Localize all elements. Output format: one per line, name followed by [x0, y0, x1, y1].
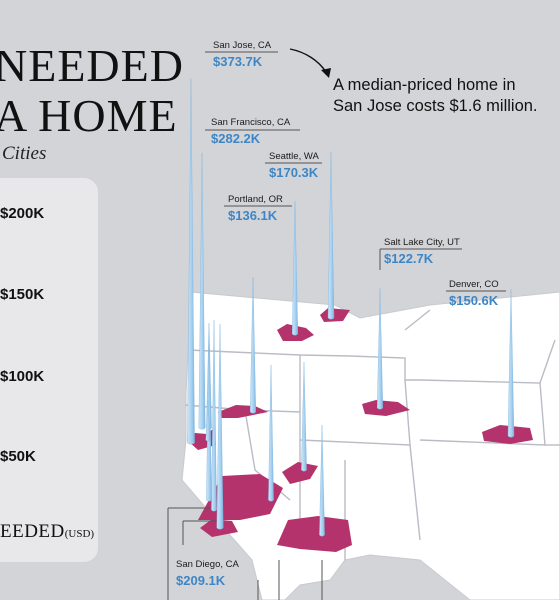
city-label-san-diego: San Diego, CA — [176, 559, 239, 570]
spike-phoenix — [319, 424, 325, 537]
legend-caption-text: EEDED — [0, 521, 65, 542]
city-value-denver: $150.6K — [449, 293, 499, 308]
spike-salt-lake-city — [376, 288, 384, 410]
spike-las-vegas — [301, 361, 307, 472]
legend-tick-50k: $50K — [0, 448, 36, 465]
annotation-text: A median-priced home in San Jose costs $… — [333, 75, 538, 117]
city-value-portland: $136.1K — [228, 208, 278, 223]
spike-san-jose — [187, 78, 195, 445]
title-line-2: A HOME — [0, 90, 178, 141]
city-label-san-francisco: San Francisco, CA — [211, 117, 291, 128]
leader-lines — [167, 51, 506, 600]
western-us-map — [181, 291, 560, 600]
city-value-san-jose: $373.7K — [213, 54, 263, 69]
city-label-salt-lake-city: Salt Lake City, UT — [384, 237, 460, 248]
legend-unit: (USD) — [64, 528, 95, 540]
spike-reno — [249, 276, 257, 414]
spike-stockton — [205, 399, 211, 442]
spike-san-francisco — [198, 152, 206, 430]
city-label-portland: Portland, OR — [228, 194, 283, 205]
title-line-1: NEEDED — [0, 40, 184, 91]
legend-panel — [0, 178, 98, 562]
city-value-san-diego: $209.1K — [176, 573, 226, 588]
spike-portland — [291, 201, 299, 336]
subtitle: Cities — [2, 143, 47, 164]
city-value-salt-lake-city: $122.7K — [384, 251, 434, 266]
annotation-line-2: San Jose costs $1.6 million. — [333, 97, 538, 115]
spike-san-diego — [216, 324, 224, 530]
city-label-denver: Denver, CO — [449, 279, 499, 290]
spike-riverside — [268, 364, 274, 502]
legend-tick-200k: $200K — [0, 205, 45, 222]
city-value-san-francisco: $282.2K — [211, 131, 261, 146]
spike-layer — [187, 78, 515, 537]
city-label-seattle: Seattle, WA — [269, 151, 319, 162]
annotation-arrowhead — [321, 68, 331, 78]
city-value-seattle: $170.3K — [269, 165, 319, 180]
spike-denver — [507, 289, 515, 438]
legend-tick-150k: $150K — [0, 286, 45, 303]
city-label-san-jose: San Jose, CA — [213, 40, 272, 51]
annotation-arrow — [289, 48, 327, 73]
spike-seattle — [327, 151, 335, 320]
annotation-line-1: A median-priced home in — [333, 76, 516, 94]
legend-tick-100k: $100K — [0, 368, 45, 385]
legend-caption: EEDED(USD) — [0, 521, 94, 543]
spike-los-angeles — [211, 319, 217, 512]
